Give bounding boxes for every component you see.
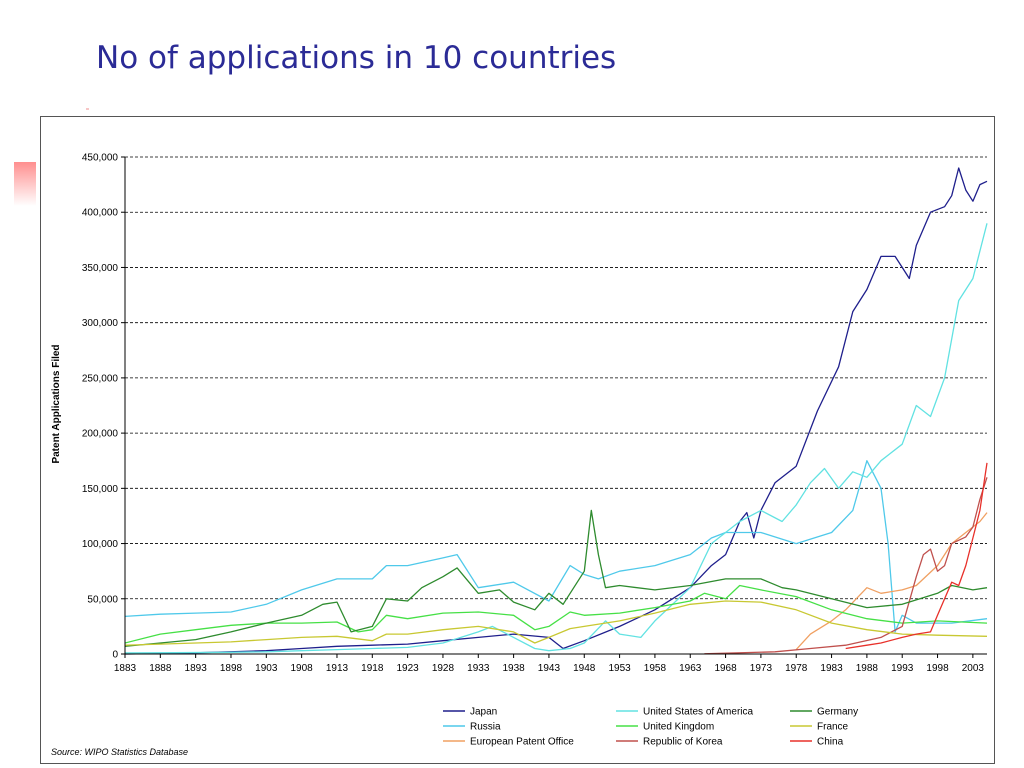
x-tick-label: 2003 [962, 663, 985, 674]
y-tick-label: 300,000 [82, 318, 119, 329]
y-tick-label: 200,000 [82, 429, 119, 440]
y-tick-label: 0 [112, 650, 118, 661]
series-line-republic-of-korea [704, 477, 988, 655]
x-tick-label: 1963 [679, 663, 702, 674]
y-tick-label: 450,000 [82, 153, 119, 164]
x-tick-label: 1943 [538, 663, 561, 674]
x-tick-label: 1953 [608, 663, 631, 674]
series-line-european-patent-office [795, 512, 988, 651]
line-chart: 0 50,000 100,000 150,000 200,000 250,000 300,0… [51, 153, 988, 757]
y-tick-label: 400,000 [82, 208, 119, 219]
x-tick-label: 1883 [114, 663, 137, 674]
y-tick-label: 350,000 [82, 263, 119, 274]
y-axis-ticks: 0 50,000 100,000 150,000 200,000 250,000 300,0… [82, 153, 125, 661]
legend-label-china: China [817, 737, 844, 748]
x-tick-label: 1908 [291, 663, 314, 674]
x-tick-label: 1978 [785, 663, 808, 674]
x-tick-label: 1993 [891, 663, 914, 674]
chart-frame: 0 50,000 100,000 150,000 200,000 250,000 300,0… [40, 116, 995, 764]
x-tick-label: 1903 [255, 663, 278, 674]
x-tick-label: 1898 [220, 663, 243, 674]
legend-label-japan: Japan [470, 707, 497, 718]
source-note: Source: WIPO Statistics Database [51, 747, 188, 757]
y-tick-label: 250,000 [82, 373, 119, 384]
y-tick-label: 50,000 [87, 594, 118, 605]
x-tick-label: 1893 [185, 663, 208, 674]
legend-label-france: France [817, 722, 849, 733]
x-axis-ticks: 1883 1888 1893 1898 1903 1908 1913 1918 1923 1928… [114, 654, 985, 674]
series-line-united-kingdom [124, 584, 988, 644]
x-tick-label: 1918 [361, 663, 384, 674]
slide-title: No of applications in 10 countries [96, 40, 617, 76]
x-tick-label: 1888 [149, 663, 172, 674]
x-tick-label: 1998 [926, 663, 949, 674]
x-tick-label: 1968 [714, 663, 737, 674]
decorative-bar [14, 162, 36, 206]
legend-label-united-states-of-america: United States of America [643, 707, 753, 718]
x-tick-label: 1928 [432, 663, 455, 674]
y-axis-label: Patent Applications Filed [51, 344, 62, 463]
legend-label-united-kingdom: United Kingdom [643, 722, 714, 733]
x-tick-label: 1958 [644, 663, 667, 674]
x-tick-label: 1923 [396, 663, 419, 674]
series-line-germany [124, 509, 988, 647]
x-tick-label: 1973 [750, 663, 773, 674]
legend-label-republic-of-korea: Republic of Korea [643, 737, 723, 748]
legend: Japan Russia European Patent Office United … [443, 707, 858, 748]
legend-label-european-patent-office: European Patent Office [470, 737, 574, 748]
y-tick-label: 150,000 [82, 484, 119, 495]
decorative-dot [86, 108, 89, 110]
x-tick-label: 1933 [467, 663, 490, 674]
x-tick-label: 1988 [856, 663, 879, 674]
series-line-japan [124, 167, 988, 655]
x-tick-label: 1983 [820, 663, 843, 674]
x-tick-label: 1948 [573, 663, 596, 674]
series-line-china [845, 462, 988, 650]
legend-label-russia: Russia [470, 722, 501, 733]
x-tick-label: 1938 [502, 663, 525, 674]
series-line-russia [124, 460, 988, 633]
series-line-france [124, 600, 988, 646]
y-tick-label: 100,000 [82, 539, 119, 550]
x-tick-label: 1913 [326, 663, 349, 674]
series-lines [124, 167, 988, 655]
axes [124, 157, 987, 655]
legend-label-germany: Germany [817, 707, 858, 718]
grid-lines [125, 156, 987, 600]
